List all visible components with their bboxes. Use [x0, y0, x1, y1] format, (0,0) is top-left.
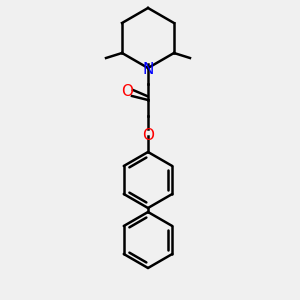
Text: O: O: [142, 128, 154, 143]
Text: N: N: [142, 62, 154, 77]
Text: O: O: [121, 85, 133, 100]
